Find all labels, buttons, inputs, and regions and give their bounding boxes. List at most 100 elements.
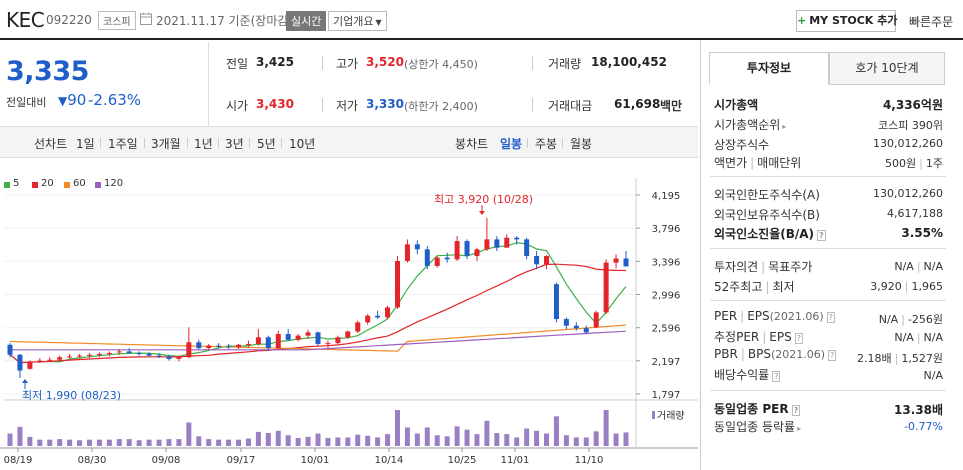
company-overview-button[interactable]: 기업개요 ▼ (328, 11, 387, 31)
help-icon[interactable]: ? (794, 333, 803, 344)
period-5y[interactable]: 5년 (257, 137, 276, 151)
candle-body (355, 322, 361, 332)
y-tick-label: 1,797 (652, 390, 681, 401)
legend-swatch-5 (4, 182, 10, 188)
volume-bar (206, 439, 212, 446)
volume-bar (365, 435, 371, 446)
par-unit-label: 액면가 | 매매단위 (714, 154, 801, 171)
volume-bar (454, 426, 460, 446)
add-mystock-button[interactable]: + MY STOCK 추가 (796, 10, 897, 32)
period-3y[interactable]: 3년 (225, 137, 244, 151)
volume-bar (136, 440, 142, 446)
line-chart-label[interactable]: 선차트 (34, 137, 68, 151)
volume-bar (325, 438, 331, 446)
quote-divider (322, 56, 323, 70)
help-icon[interactable]: ? (772, 371, 781, 382)
market-badge: 코스피 (98, 11, 136, 30)
period-10y[interactable]: 10년 (289, 137, 316, 151)
quick-order-link[interactable]: 빠른주문 (909, 15, 954, 29)
est-eps-value: N/A (923, 331, 943, 344)
price-divider (208, 42, 209, 126)
volume-bar (434, 435, 440, 446)
help-icon[interactable]: ? (817, 230, 826, 241)
candle-chart-label[interactable]: 봉차트 (455, 137, 489, 151)
opinion-target-label: 투자의견 | 목표주가 (714, 258, 812, 275)
separator: | (740, 347, 745, 361)
help-icon[interactable]: ? (826, 312, 835, 323)
bps-date: (2021.06) (770, 348, 826, 361)
candle-weekly[interactable]: 주봉 (535, 137, 558, 151)
legend-label-60: 60 (73, 178, 86, 189)
price-chart[interactable]: 4,195 3,796 3,396 2,996 2,596 2,197 1,797 08/1… (0, 158, 698, 470)
pbr-bps-label: PBR | BPS(2021.06)? (714, 347, 837, 361)
shares-label: 상장주식수 (714, 138, 770, 152)
sector-per-label: 동일업종 PER? (714, 400, 801, 417)
volume-bar (474, 434, 480, 446)
per-label: PER (714, 309, 738, 323)
target-label: 목표주가 (768, 260, 813, 274)
candle-body (166, 356, 172, 359)
volume-bar (67, 439, 73, 446)
volume-bar (236, 439, 242, 446)
tab-hoga-10[interactable]: 호가 10단계 (829, 52, 945, 85)
cap-rank-label[interactable]: 시가총액순위 ▸ (714, 116, 786, 133)
candle-body (474, 249, 480, 256)
volume-bar (146, 439, 152, 446)
period-1w[interactable]: 1주일 (108, 137, 138, 151)
realtime-button[interactable]: 실시간 (286, 11, 327, 31)
volume-bar (593, 431, 599, 446)
volume-value: 18,100,452 (591, 55, 667, 69)
low-label: 저가 (336, 99, 359, 113)
x-axis: 08/19 08/30 09/08 09/17 10/01 10/14 10/25 11/01… (4, 448, 603, 466)
candle-daily[interactable]: 일봉 (500, 137, 523, 151)
help-icon[interactable]: ? (828, 350, 837, 361)
volume-bar (375, 437, 381, 446)
sector-change-text: 동일업종 등락률 (714, 420, 796, 434)
candle-body (524, 239, 530, 256)
candle-body (623, 258, 629, 267)
candle-body (47, 359, 53, 361)
foreign-ratio-label: 외국인소진율(B/A)? (714, 225, 826, 242)
separator: | (919, 157, 923, 170)
candle-body (186, 342, 192, 358)
period-1d[interactable]: 1일 (76, 137, 95, 151)
y-tick-label: 3,796 (652, 224, 681, 235)
candle-body (375, 315, 381, 318)
separator: | (916, 260, 921, 273)
shares-value: 130,012,260 (873, 137, 943, 150)
current-price: 3,335 (6, 56, 89, 87)
tab-invest-info[interactable]: 투자정보 (709, 52, 829, 85)
period-1y[interactable]: 1년 (194, 137, 213, 151)
candle-body (37, 360, 43, 362)
candle-monthly[interactable]: 월봉 (570, 137, 593, 151)
week52-low-label: 최저 (772, 280, 795, 294)
prev-close-label: 전일 (226, 57, 249, 71)
cap-rank-value: 코스피 390위 (878, 119, 943, 132)
volume-bar (553, 416, 559, 446)
stock-code: 092220 (46, 13, 92, 27)
open-label: 시가 (226, 99, 249, 113)
panel-divider (710, 248, 946, 249)
sector-per-value: 13.38배 (894, 403, 943, 417)
period-3m[interactable]: 3개월 (151, 137, 181, 151)
separator: | (765, 280, 770, 294)
volume-bar (156, 439, 162, 446)
per-eps-value: N/A | -256원 (879, 311, 943, 327)
target-value: N/A (923, 260, 943, 273)
dividend-value: N/A (923, 369, 943, 382)
candle-body (573, 325, 579, 329)
period-bar (0, 126, 698, 158)
candle-body (494, 239, 500, 248)
candle-body (146, 353, 152, 356)
sector-change-label[interactable]: 동일업종 등락률 ▸ (714, 418, 801, 435)
volume-bar (37, 439, 43, 446)
help-icon[interactable]: ? (791, 405, 801, 416)
est-per-value: N/A (894, 331, 914, 344)
volume-bar (414, 433, 420, 446)
volume-bar (394, 410, 400, 446)
stock-name: KEC (6, 8, 45, 32)
y-axis: 4,195 3,796 3,396 2,996 2,596 2,197 1,797 (636, 191, 680, 401)
opinion-target-value: N/A | N/A (894, 260, 943, 273)
opinion-value: N/A (894, 260, 914, 273)
par-value: 500원 (885, 157, 917, 170)
